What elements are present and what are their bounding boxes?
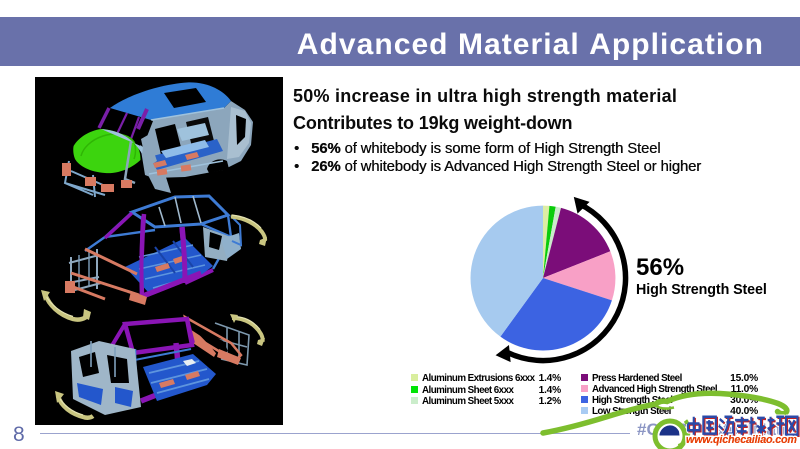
svg-text:www.qichecailiao.com: www.qichecailiao.com [686,434,797,446]
svg-text:www.qichecailiao.com: www.qichecailiao.com [686,434,797,446]
